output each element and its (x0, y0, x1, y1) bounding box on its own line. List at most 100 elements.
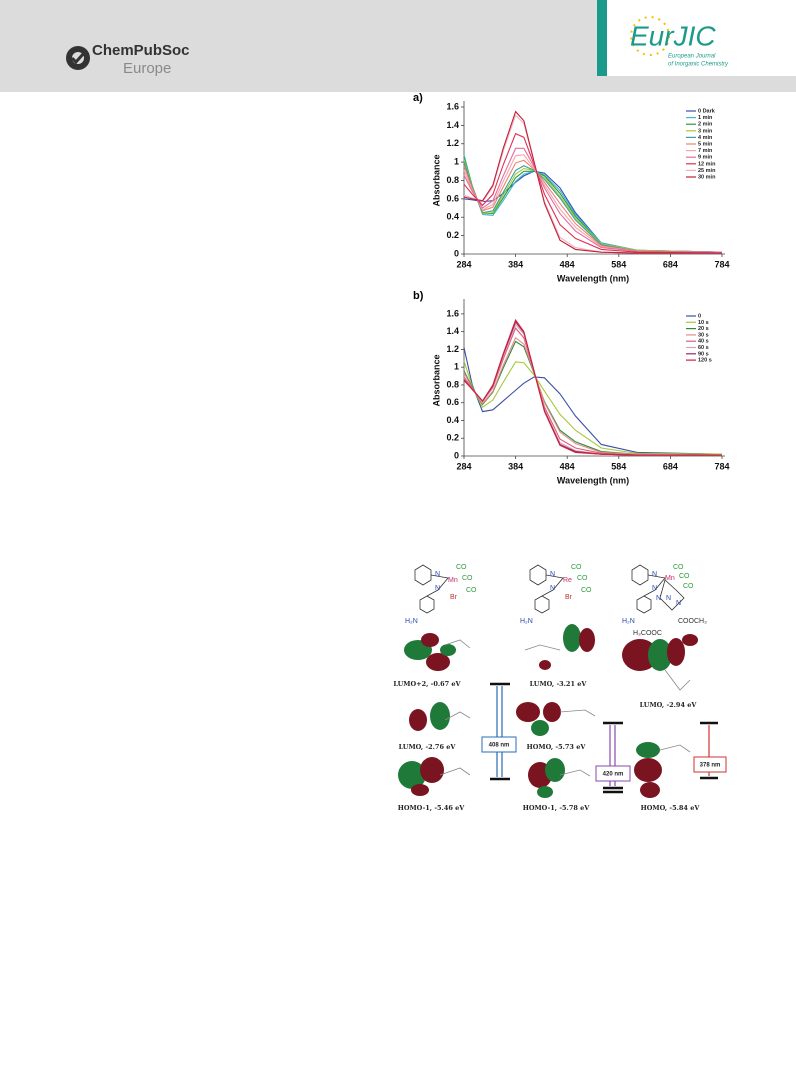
series-line (463, 360, 723, 455)
atom-label: H₂N (520, 618, 533, 625)
x-tick-label: 784 (714, 461, 729, 471)
orbital-label: HOMO-1, -5.78 eV (523, 804, 591, 812)
series-line (463, 337, 723, 456)
panel-label: b) (413, 290, 424, 302)
legend-label: 10 s (698, 320, 709, 326)
y-tick-label: 0.4 (446, 212, 459, 222)
y-tick-label: 0 (454, 248, 459, 258)
series-line (463, 340, 723, 456)
logo-check (70, 52, 86, 65)
mo-diagram: CO CO CO Mn Br N N H₂N CO CO CO Re Br N … (393, 564, 727, 812)
x-tick-label: 784 (714, 259, 729, 269)
legend-label: 20 s (698, 326, 709, 332)
legend-label: 0 (698, 313, 701, 319)
legend-label: 1 min (698, 115, 713, 121)
x-tick-label: 484 (560, 259, 575, 269)
y-tick-label: 0.2 (446, 433, 459, 443)
orbital-label: HOMO, -5.73 eV (527, 743, 587, 751)
series-line (463, 110, 722, 254)
series-line (463, 132, 723, 254)
atom-label: N (652, 571, 657, 578)
series-line (463, 318, 722, 456)
x-tick-label: 684 (663, 461, 678, 471)
atom-label: CO (577, 575, 588, 582)
orbital-frames (439, 639, 691, 777)
legend-label: 0 Dark (698, 108, 716, 114)
orbital-label: LUMO+2, -0.67 eV (393, 680, 461, 688)
legend-label: 120 s (698, 358, 712, 364)
publisher-region: Europe (123, 60, 171, 77)
atom-label: Re (563, 577, 572, 584)
atom-label: N (676, 600, 681, 607)
atom-label: N (666, 595, 671, 602)
x-tick-label: 284 (456, 461, 471, 471)
y-tick-label: 0.2 (446, 230, 459, 240)
transition-label: 420 nm (603, 772, 624, 778)
x-axis-title: Wavelength (nm) (557, 273, 629, 283)
legend-label: 60 s (698, 345, 709, 351)
atom-label: COOCH₃ (678, 618, 707, 625)
y-axis-title: Absorbance (431, 154, 441, 206)
journal-full: European Journal (668, 54, 716, 60)
orbital-label: HOMO-1, -5.46 eV (398, 804, 466, 812)
series-line (463, 154, 723, 253)
legend-label: 30 s (698, 332, 709, 338)
x-tick-label: 584 (611, 259, 626, 269)
atom-label: CO (462, 575, 473, 582)
atom-label: N (435, 571, 440, 578)
panel-label: a) (413, 92, 423, 104)
atom-label: N (435, 585, 440, 592)
x-tick-label: 484 (560, 461, 575, 471)
publisher-name: ChemPubSoc (92, 42, 190, 59)
x-tick-label: 284 (456, 259, 471, 269)
series-line (463, 159, 723, 253)
atom-label: N (550, 571, 555, 578)
legend-label: 4 min (698, 135, 713, 141)
structure-drawing (414, 564, 685, 614)
journal-name: EurJIC (630, 20, 716, 51)
legend-label: 30 min (698, 174, 716, 180)
atom-label: Mn (448, 577, 458, 584)
series-line (463, 347, 723, 455)
y-tick-label: 0.8 (446, 175, 459, 185)
legend-label: 90 s (698, 351, 709, 357)
orbital-label: LUMO, -2.76 eV (399, 743, 457, 751)
y-tick-label: 1.6 (446, 101, 459, 111)
atom-label: N (656, 595, 661, 602)
atom-label: H₂N (622, 618, 635, 625)
y-tick-label: 0.6 (446, 397, 459, 407)
legend-label: 25 min (698, 168, 716, 174)
transition-408: 408 nm (481, 682, 517, 781)
atom-label: H₃COOC (633, 630, 662, 637)
atom-label: CO (581, 587, 592, 594)
orbital-label: LUMO, -3.21 eV (530, 680, 588, 688)
journal-logo: EurJIC European Journal of Inorganic Che… (597, 0, 796, 76)
legend-label: 12 min (698, 161, 716, 167)
x-axis-title: Wavelength (nm) (557, 475, 629, 485)
atom-label: CO (683, 583, 694, 590)
y-tick-label: 1 (454, 157, 459, 167)
series-line (463, 154, 723, 253)
atom-label: Br (565, 594, 573, 601)
legend-label: 2 min (698, 122, 713, 128)
x-tick-label: 384 (508, 461, 523, 471)
atom-label: Br (450, 594, 458, 601)
transition-378: 378 nm (693, 721, 727, 780)
journal-box (607, 0, 796, 76)
atom-label: CO (673, 564, 684, 571)
legend-label: 9 min (698, 155, 713, 161)
transition-420: 420 nm (595, 721, 631, 794)
atom-label: CO (456, 564, 467, 571)
atom-label: CO (466, 587, 477, 594)
x-tick-label: 584 (611, 461, 626, 471)
y-tick-label: 1.2 (446, 138, 459, 148)
transition-label: 408 nm (489, 743, 510, 749)
y-tick-label: 1 (454, 362, 459, 372)
y-tick-label: 1.4 (446, 326, 459, 336)
y-tick-label: 0.4 (446, 415, 459, 425)
x-tick-label: 384 (508, 259, 523, 269)
y-axis-title: Absorbance (431, 354, 441, 406)
orbital-surfaces (398, 624, 698, 798)
